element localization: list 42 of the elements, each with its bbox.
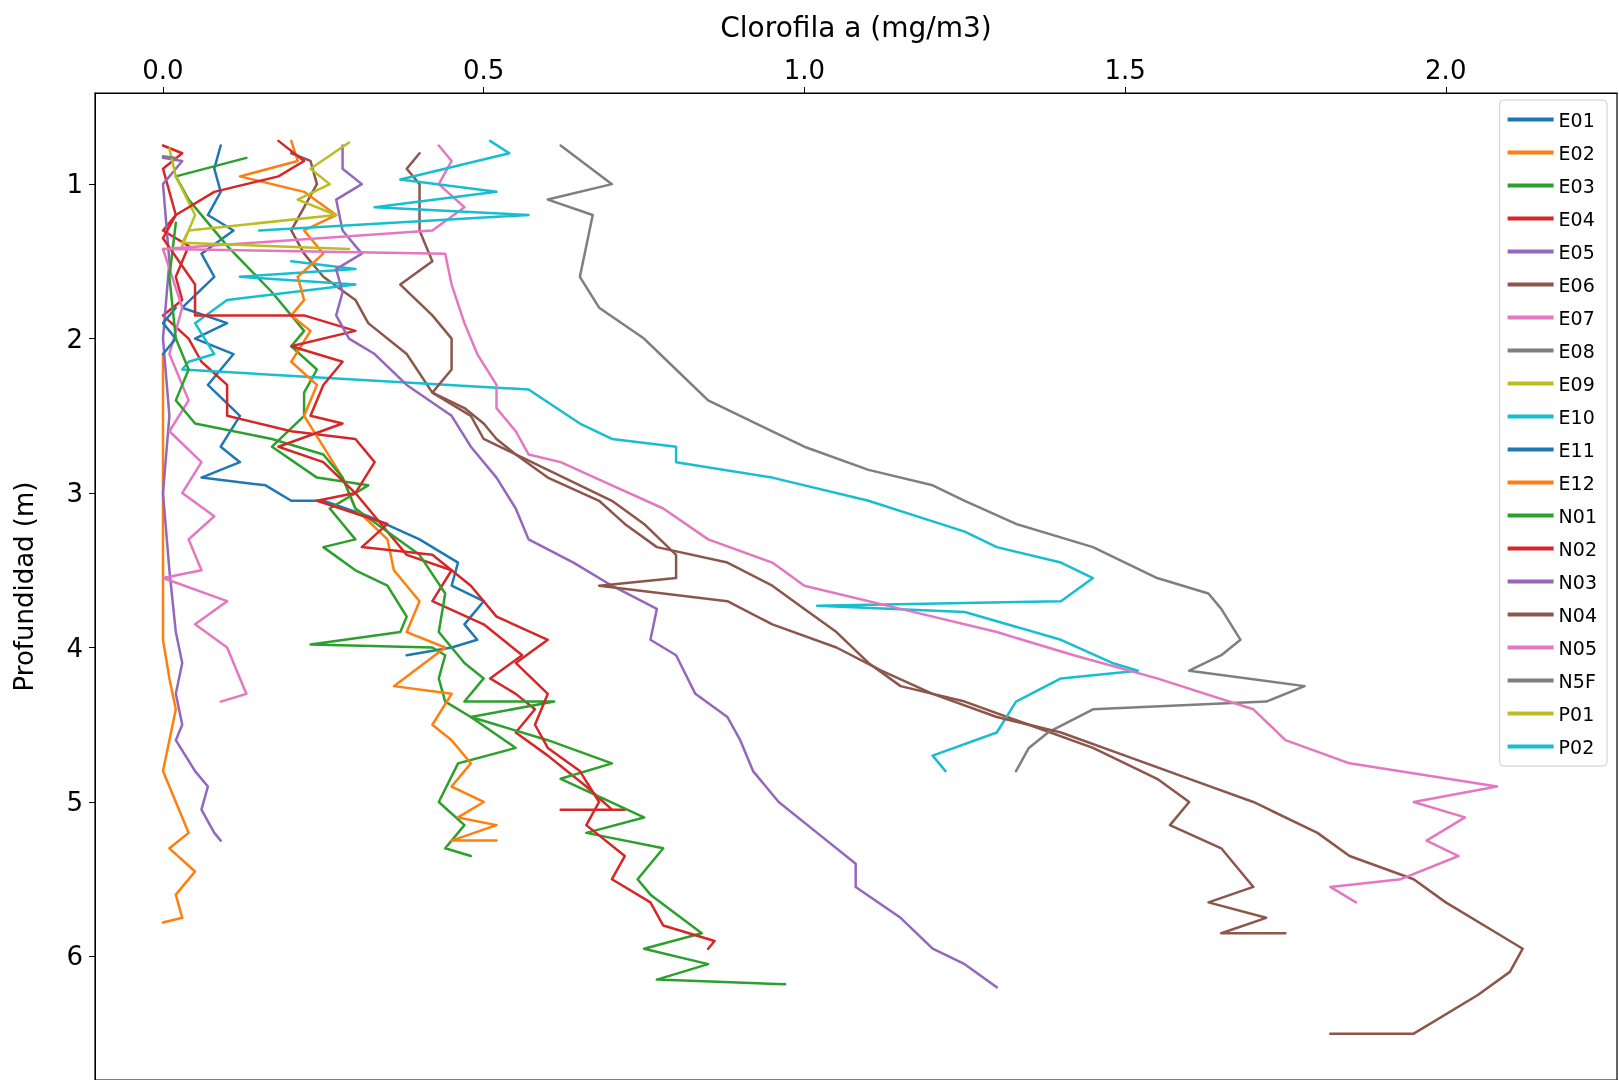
line-series bbox=[161, 144, 1499, 904]
legend-label: E11 bbox=[1558, 438, 1595, 461]
legend-label: N02 bbox=[1558, 537, 1597, 560]
line-series bbox=[161, 352, 197, 924]
legend-label: E12 bbox=[1558, 471, 1595, 494]
legend-label: E04 bbox=[1558, 207, 1595, 230]
legend-label: N03 bbox=[1558, 570, 1597, 593]
legend-label: E02 bbox=[1558, 141, 1595, 164]
line-series bbox=[238, 139, 498, 842]
line-series bbox=[161, 156, 222, 842]
x-tick-label: 1.5 bbox=[1104, 55, 1146, 85]
legend-label: N5F bbox=[1558, 669, 1596, 692]
y-tick-label: 4 bbox=[66, 632, 83, 663]
line-series bbox=[546, 144, 1306, 773]
line-series bbox=[334, 144, 999, 989]
legend-label: E10 bbox=[1558, 405, 1595, 428]
legend-label: P02 bbox=[1558, 735, 1595, 758]
legend-label: N04 bbox=[1558, 603, 1597, 626]
legend-label: E08 bbox=[1558, 339, 1595, 362]
x-axis-title: Clorofila a (mg/m3) bbox=[720, 10, 992, 44]
legend-label: E01 bbox=[1558, 108, 1595, 131]
line-series bbox=[161, 139, 716, 950]
legend-label: P01 bbox=[1558, 702, 1595, 725]
x-tick-label: 2.0 bbox=[1425, 55, 1467, 85]
legend-label: E07 bbox=[1558, 306, 1595, 329]
line-series bbox=[180, 260, 1140, 773]
y-tick-label: 2 bbox=[66, 323, 83, 354]
y-tick-label: 3 bbox=[66, 478, 83, 509]
x-tick-label: 0.5 bbox=[463, 55, 505, 85]
legend-label: N01 bbox=[1558, 504, 1597, 527]
x-tick-label: 1.0 bbox=[783, 55, 826, 85]
line-series bbox=[257, 139, 530, 232]
legend-label: N05 bbox=[1558, 636, 1597, 659]
legend-label: E09 bbox=[1558, 372, 1595, 395]
y-tick-label: 5 bbox=[66, 786, 83, 817]
x-tick-label: 0.0 bbox=[142, 55, 184, 85]
legend-label: E06 bbox=[1558, 273, 1595, 296]
legend-label: E05 bbox=[1558, 240, 1595, 263]
legend-label: E03 bbox=[1558, 174, 1595, 197]
y-axis-title: Profundidad (m) bbox=[9, 481, 39, 692]
y-tick-label: 1 bbox=[66, 169, 83, 200]
y-tick-label: 6 bbox=[66, 941, 83, 972]
